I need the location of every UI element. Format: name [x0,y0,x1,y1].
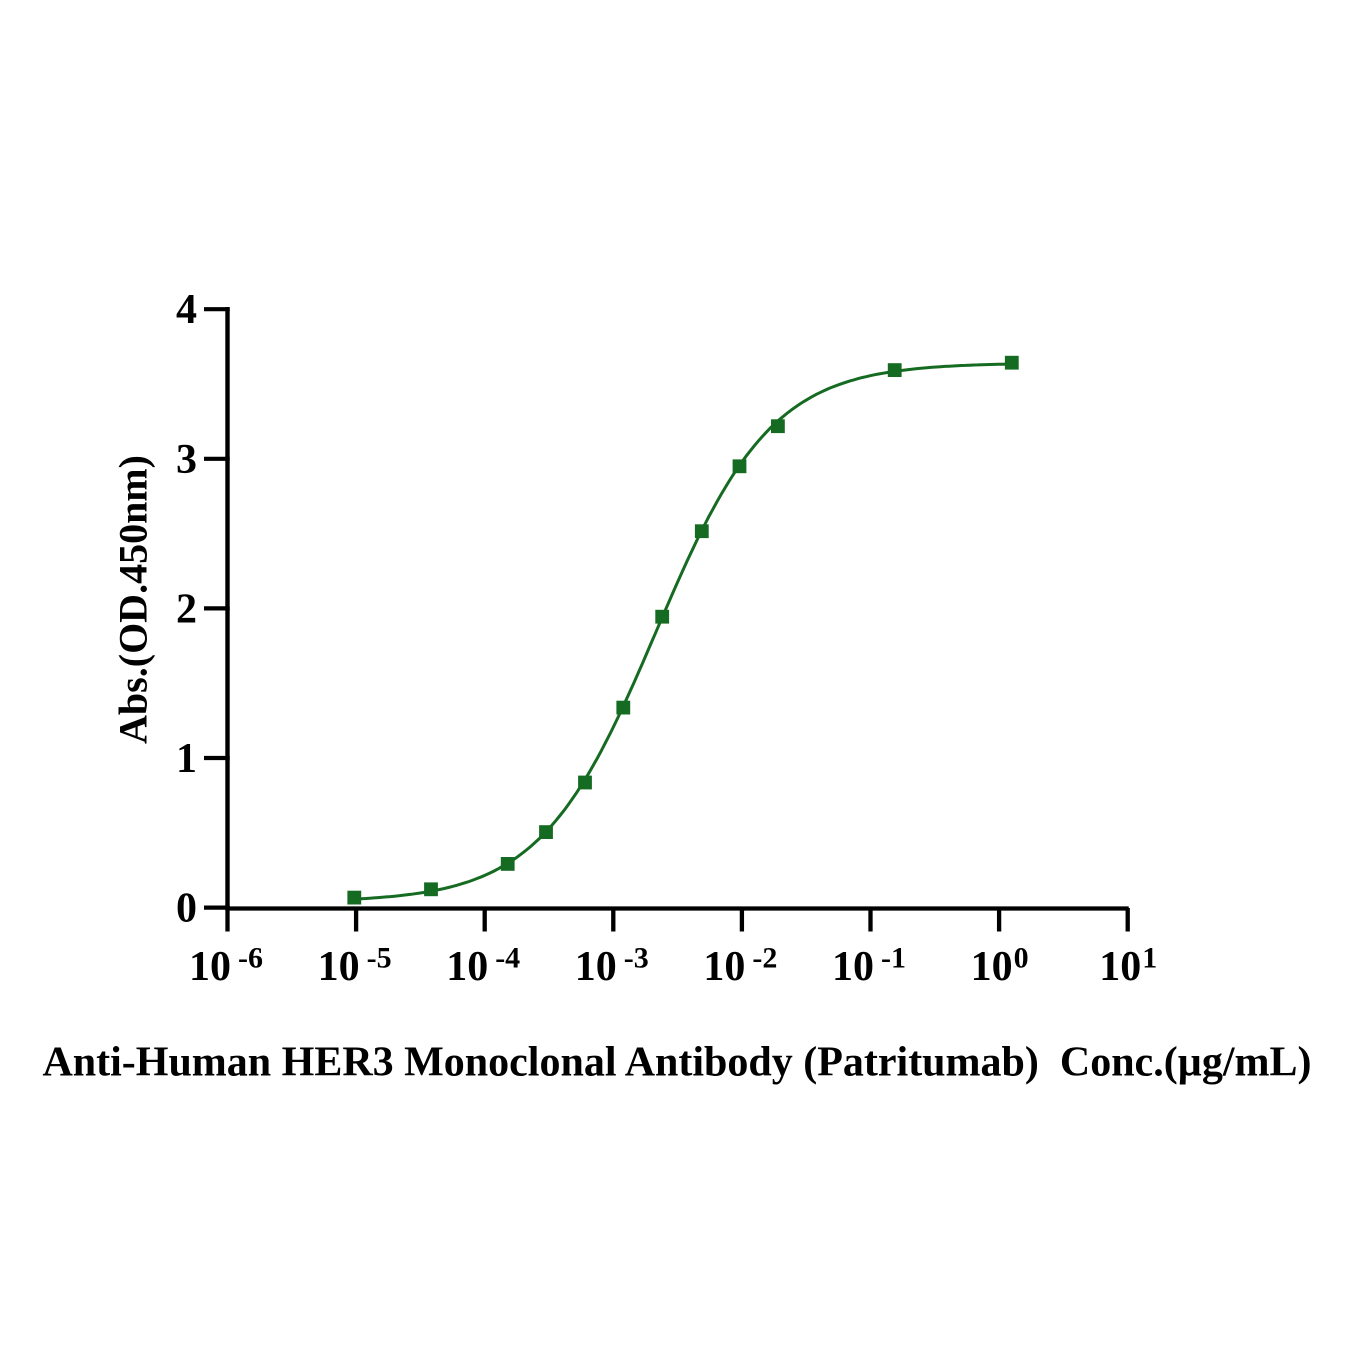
svg-text:10: 10 [832,944,874,990]
svg-text:10: 10 [703,944,745,990]
svg-text:Anti-Human HER3 Monoclonal Ant: Anti-Human HER3 Monoclonal Antibody (Pat… [42,1040,1311,1086]
svg-text:Abs.(OD.450nm): Abs.(OD.450nm) [111,455,156,744]
svg-text:-4: -4 [495,942,520,975]
svg-text:0: 0 [176,886,197,932]
svg-text:-5: -5 [367,942,392,975]
svg-text:-6: -6 [238,942,263,975]
svg-text:10: 10 [971,944,1013,990]
svg-text:1: 1 [176,736,197,782]
svg-text:10: 10 [318,944,360,990]
svg-text:10: 10 [189,944,231,990]
svg-text:2: 2 [176,586,197,632]
svg-text:4: 4 [176,287,197,333]
svg-text:10: 10 [446,944,488,990]
svg-text:0: 0 [1014,942,1029,975]
svg-text:1: 1 [1142,942,1157,975]
svg-text:-1: -1 [881,942,906,975]
svg-text:-3: -3 [624,942,649,975]
svg-text:-2: -2 [752,942,777,975]
svg-text:10: 10 [575,944,617,990]
svg-text:10: 10 [1099,944,1141,990]
svg-text:3: 3 [176,437,197,483]
